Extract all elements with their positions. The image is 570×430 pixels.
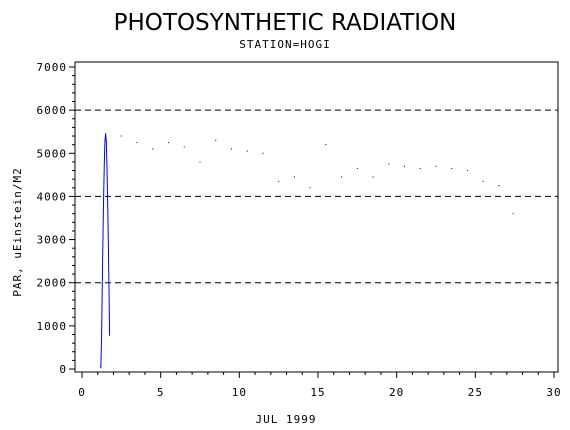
chart-subtitle: STATION=HOGI — [239, 38, 330, 51]
y-tick-label: 2000 — [37, 277, 68, 290]
daily-peak-point — [183, 146, 185, 148]
y-tick-label: 1000 — [37, 320, 68, 333]
daily-peak-point — [388, 163, 390, 165]
x-tick-label: 20 — [389, 386, 404, 399]
y-tick-label: 4000 — [37, 190, 68, 203]
daily-peak-point — [152, 148, 154, 150]
daily-peak-point — [341, 176, 343, 178]
reference-lines — [75, 109, 558, 284]
x-tick-label: 30 — [546, 386, 561, 399]
daily-peak-point — [105, 133, 107, 135]
daily-peak-point — [309, 187, 311, 189]
daily-peak-point — [230, 148, 233, 150]
daily-peak-point — [325, 144, 327, 146]
x-tick-label: 5 — [157, 386, 165, 399]
daily-peak-point — [215, 139, 217, 141]
y-tick-label: 6000 — [37, 104, 68, 117]
x-tick-label: 10 — [232, 386, 247, 399]
y-tick-label: 0 — [59, 363, 67, 376]
y-axis: 0 1000 2000 3000 4000 5000 6000 7000 — [37, 61, 75, 376]
daily-peak-point — [466, 169, 469, 172]
daily-peak-point — [167, 141, 170, 144]
daily-peak-point — [512, 213, 514, 215]
daily-peak-point — [482, 180, 484, 182]
daily-peak-point — [293, 176, 295, 178]
daily-peak-point — [419, 167, 421, 169]
daily-peak-point — [451, 167, 453, 169]
daily-peak-point — [199, 161, 201, 163]
daily-peak-point — [262, 152, 264, 154]
daily-peak-point — [278, 180, 280, 182]
plot-frame — [74, 61, 559, 373]
x-tick-label: 0 — [78, 386, 86, 399]
chart-title: PHOTOSYNTHETIC RADIATION — [114, 10, 457, 36]
daily-peak-point — [498, 185, 500, 187]
daily-peak-point — [120, 135, 122, 137]
daily-peak-point — [246, 150, 248, 152]
x-tick-label: 15 — [310, 386, 325, 399]
daily-peak-point — [372, 176, 374, 178]
x-tick-label: 25 — [468, 386, 483, 399]
y-axis-label: PAR, uEinstein/M2 — [11, 167, 24, 297]
y-tick-label: 7000 — [37, 61, 68, 74]
daily-peak-point — [435, 165, 437, 167]
x-axis-label: JUL 1999 — [256, 413, 317, 426]
daily-peak-point — [136, 141, 138, 144]
daily-peak-point — [356, 167, 358, 169]
y-tick-label: 5000 — [37, 147, 68, 160]
x-axis: 0 5 10 15 20 25 30 — [78, 372, 561, 399]
daily-peak-points — [105, 133, 514, 215]
y-tick-label: 3000 — [37, 234, 68, 247]
daily-peak-point — [403, 165, 406, 167]
par-series-line — [99, 133, 111, 369]
